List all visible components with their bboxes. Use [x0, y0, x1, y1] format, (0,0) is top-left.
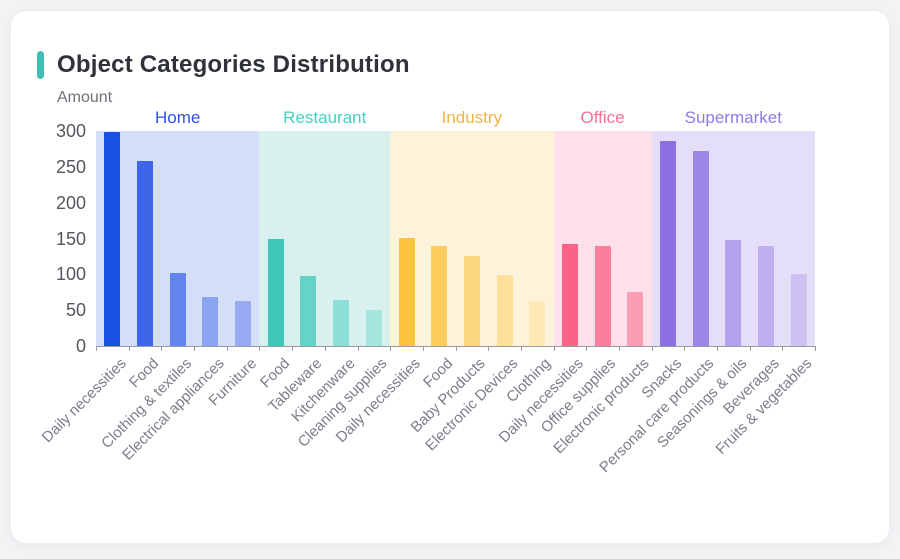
title-accent-bar: [37, 51, 44, 79]
bar-supermarket-beverages: [758, 246, 774, 346]
bar-restaurant-kitchenware: [333, 300, 350, 346]
bar-industry-food: [431, 246, 448, 346]
bar-industry-baby-products: [463, 256, 480, 346]
x-axis-tick: [815, 346, 816, 351]
bar-supermarket-seasonings-oils: [725, 240, 742, 346]
bar-home-clothing-textiles: [169, 273, 186, 346]
bar-restaurant-food: [267, 239, 284, 346]
bar-home-food: [137, 161, 153, 346]
group-label-industry: Industry: [441, 108, 503, 127]
x-axis-tick: [161, 346, 163, 351]
bar-home-furniture: [235, 301, 252, 346]
x-axis-tick: [488, 346, 490, 351]
chart-card: Object Categories Distribution Amount Ho…: [10, 10, 890, 544]
bar-supermarket-fruits-vegetables: [790, 274, 807, 346]
x-axis-tick: [194, 346, 195, 351]
group-label-office: Office: [580, 108, 625, 127]
group-label-restaurant: Restaurant: [283, 108, 367, 127]
y-tick-label: 150: [55, 228, 86, 249]
bar-home-electrical-appliances: [202, 297, 219, 346]
x-axis-tick: [520, 346, 522, 351]
chart-title: Object Categories Distribution: [57, 51, 410, 78]
y-tick-label: 0: [75, 336, 86, 356]
y-tick-label: 300: [55, 121, 86, 141]
bar-industry-electronic-devices: [496, 275, 513, 346]
x-axis-tick: [717, 346, 718, 351]
x-axis-tick: [96, 346, 97, 351]
y-tick-label: 200: [55, 192, 86, 213]
bar-chart: Home Daily necessities Food Clothing & text…: [11, 11, 889, 543]
x-axis-tick: [422, 346, 424, 351]
x-axis-tick: [749, 346, 751, 351]
x-axis-tick: [651, 346, 653, 351]
x-axis-tick: [226, 346, 228, 351]
bar-supermarket-personal-care-products: [692, 151, 709, 346]
bar-industry-daily-necessities: [398, 238, 415, 346]
y-tick-label: 100: [55, 264, 86, 285]
x-axis-tick: [259, 346, 261, 351]
bar-office-office-supplies: [594, 246, 611, 346]
bar-restaurant-tableware: [300, 276, 317, 346]
bar-office-daily-necessities: [561, 244, 578, 346]
x-axis-tick: [128, 346, 130, 351]
x-axis-tick: [357, 346, 359, 351]
group-label-supermarket: Supermarket: [684, 108, 782, 127]
x-axis-tick: [618, 346, 620, 351]
x-axis-tick: [292, 346, 294, 351]
title-row: Object Categories Distribution: [37, 51, 410, 79]
group-label-home: Home: [155, 108, 201, 127]
x-axis-tick: [684, 346, 686, 351]
bar-office-electronic-products: [627, 292, 644, 346]
x-axis-tick: [455, 346, 457, 351]
x-axis-tick: [553, 346, 555, 351]
y-axis-title: Amount: [57, 89, 113, 106]
bar-supermarket-snacks: [659, 141, 676, 346]
x-axis-tick: [324, 346, 326, 351]
x-axis-tick: [586, 346, 588, 351]
bar-restaurant-cleaning-supplies: [365, 310, 382, 346]
y-tick-label: 250: [55, 156, 86, 177]
y-tick-label: 50: [65, 300, 86, 321]
x-axis-tick: [782, 346, 784, 351]
bar-industry-clothing: [529, 301, 546, 346]
x-axis-tick: [390, 346, 392, 351]
bar-home-daily-necessities: [104, 132, 121, 346]
